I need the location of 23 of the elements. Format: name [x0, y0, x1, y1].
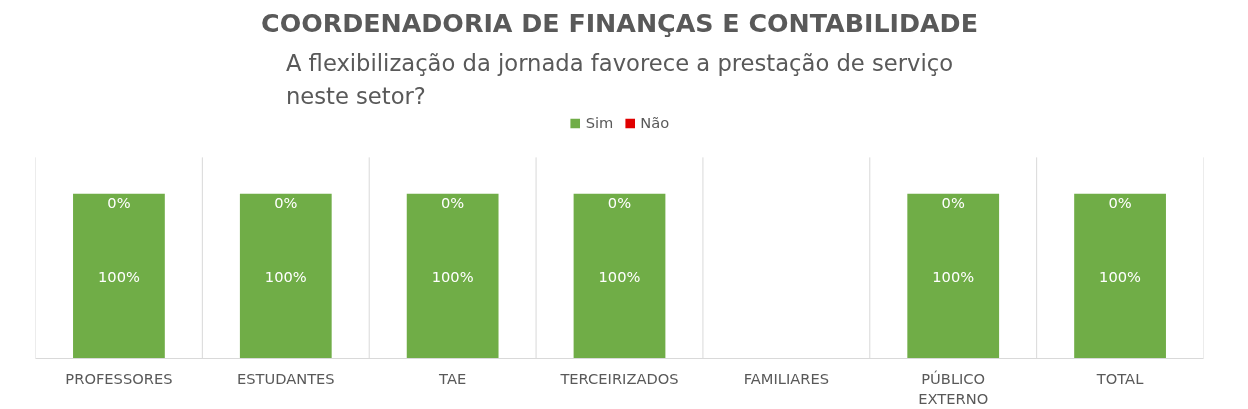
data-label: 0%	[441, 193, 465, 211]
data-label: 100%	[598, 267, 641, 285]
data-label: 0%	[607, 193, 632, 211]
legend-label: Não	[640, 114, 670, 131]
x-tick-label: PROFESSORES	[65, 369, 173, 387]
data-label: 100%	[1099, 267, 1142, 285]
x-tick-label: PÚBLICO EXTERNO	[918, 369, 989, 407]
data-label: 100%	[431, 267, 474, 285]
x-tick-label: TAE	[438, 369, 467, 387]
data-label: 0%	[941, 193, 965, 211]
x-tick-label: ESTUDANTES	[236, 369, 335, 387]
data-label: 100%	[97, 267, 140, 285]
legend-label: Sim	[585, 114, 614, 131]
x-tick-label: TERCEIRIZADOS	[559, 369, 679, 387]
data-label: 100%	[264, 267, 307, 285]
data-label: 0%	[1108, 193, 1132, 211]
x-tick-label: FAMILIARES	[743, 369, 830, 387]
chart-title: COORDENADORIA DE FINANÇAS E CONTABILIDADE	[261, 7, 978, 38]
data-label: 100%	[932, 267, 975, 285]
chart-subtitle: A flexibilização da jornada favorece a prestação de serviço neste setor?	[285, 49, 954, 110]
data-label: 0%	[274, 193, 298, 211]
x-tick-label: TOTAL	[1095, 369, 1145, 387]
data-label: 0%	[107, 193, 131, 211]
